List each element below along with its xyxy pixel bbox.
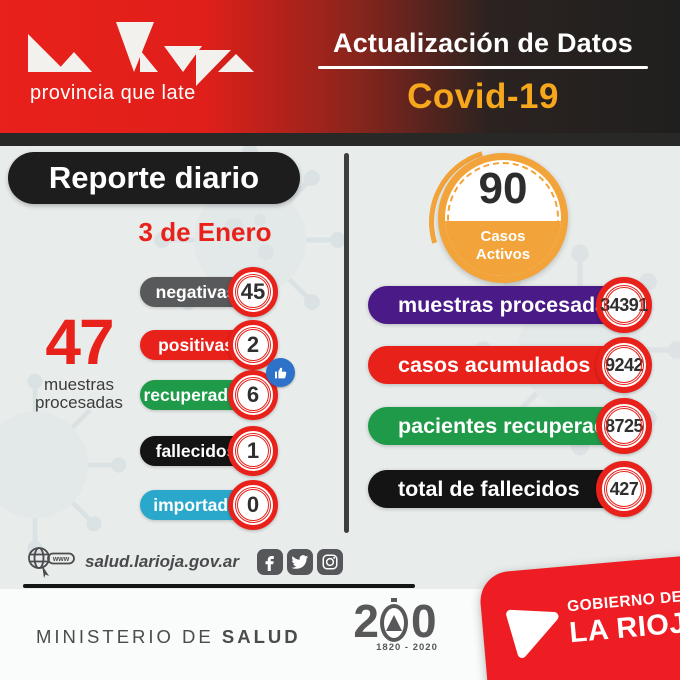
- instagram-icon: [317, 549, 344, 575]
- bicent-digit-0: 0: [411, 595, 437, 647]
- stat-pill: muestras procesadas: [368, 286, 640, 324]
- active-cases-label: Casos Activos: [445, 221, 561, 276]
- thumbs-up-icon: [266, 358, 295, 387]
- government-banner: GOBIERNO DE LA RIOJA: [478, 550, 680, 680]
- stat-row-fallecidos: fallecidos 1: [140, 426, 278, 476]
- stat-row-negativas: negativas 45: [140, 267, 278, 317]
- la-rioja-logo-triangles: [28, 22, 254, 86]
- header-title-block: Actualización de Datos Covid-19: [318, 28, 648, 117]
- bicentennial-years: 1820 - 2020: [376, 642, 438, 653]
- stat-row-casos-acumulados: casos acumulados 9242: [368, 337, 652, 393]
- stat-value: 45: [240, 279, 266, 304]
- page-title: Actualización de Datos: [333, 28, 633, 58]
- header-divider: [0, 133, 680, 146]
- contact-row: www salud.larioja.gov.ar: [27, 545, 344, 579]
- stat-label: importado: [153, 494, 239, 515]
- covid-subtitle: Covid-19: [407, 77, 559, 116]
- stat-value: 427: [609, 478, 639, 499]
- stat-row-positivas: positivas 2: [140, 320, 278, 370]
- daily-report-badge: Reporte diario: [8, 152, 300, 204]
- government-text: GOBIERNO DE LA RIOJA: [566, 586, 680, 650]
- logo-tagline: provincia que late: [30, 82, 196, 104]
- government-logo-triangle-icon: [506, 609, 559, 658]
- active-cases-value: 90: [478, 164, 528, 213]
- ministry-bold: SALUD: [221, 626, 301, 647]
- footer-divider-line: [23, 584, 415, 588]
- stat-label: casos acumulados: [398, 352, 591, 377]
- twitter-icon: [287, 549, 314, 575]
- samples-label-line2: procesadas: [35, 393, 123, 413]
- active-cases-label-line2: Activos: [475, 245, 531, 263]
- ministry-label: MINISTERIO DE SALUD: [36, 626, 301, 648]
- stat-row-muestras-procesadas: muestras procesadas 34391: [368, 277, 652, 333]
- stat-pill: total de fallecidos: [368, 470, 640, 508]
- samples-value: 47: [45, 306, 114, 378]
- stat-value-badge: 427: [596, 461, 652, 517]
- stat-row-pacientes-recuperados: pacientes recuperados 8725: [368, 398, 652, 454]
- facebook-icon: [257, 549, 284, 575]
- active-cases-label-line1: Casos: [480, 228, 526, 246]
- stat-value: 9242: [604, 354, 644, 375]
- stat-value: 34391: [600, 294, 648, 315]
- stat-label: muestras procesadas: [398, 292, 620, 317]
- header-banner: provincia que late Actualización de Dato…: [0, 0, 680, 133]
- samples-label: muestras procesadas: [22, 375, 136, 413]
- stat-label: total de fallecidos: [398, 476, 580, 501]
- stat-pill: casos acumulados: [368, 346, 640, 384]
- active-cases-circle: 90 Casos Activos: [438, 153, 568, 283]
- stat-label: recuperados: [143, 384, 249, 405]
- stat-row-importado: importado 0: [140, 480, 278, 530]
- stat-value-badge: 45: [228, 267, 278, 317]
- stat-value: 8725: [604, 415, 644, 436]
- bicent-digit-2: 2: [353, 595, 379, 647]
- stat-value: 1: [246, 438, 260, 463]
- stat-value: 2: [246, 332, 260, 357]
- stat-pill: pacientes recuperados: [368, 407, 640, 445]
- stat-label: pacientes recuperados: [398, 413, 633, 438]
- stat-value-badge: 9242: [596, 337, 652, 393]
- samples-processed-block: 47 muestras procesadas: [22, 310, 136, 413]
- bicentennial-crest-icon: [380, 598, 408, 642]
- stat-value: 6: [246, 382, 260, 407]
- samples-label-line1: muestras: [44, 375, 114, 394]
- ministry-regular: MINISTERIO DE: [36, 626, 222, 647]
- stat-value-badge: 8725: [596, 398, 652, 454]
- column-divider: [344, 153, 349, 533]
- svg-text:www: www: [52, 556, 70, 563]
- bicentennial-logo: 2 0 1820 - 2020: [342, 597, 446, 653]
- stat-value: 0: [246, 492, 260, 517]
- social-icons: [257, 549, 344, 575]
- la-rioja-logo: [28, 22, 273, 88]
- stat-value-badge: 0: [228, 480, 278, 530]
- stat-label: positivas: [158, 334, 234, 355]
- globe-www-icon: www: [28, 547, 75, 578]
- stat-value-badge: 34391: [596, 277, 652, 333]
- stat-label: negativas: [155, 281, 237, 302]
- report-date: 3 de Enero: [138, 217, 272, 247]
- stat-row-recuperados: recuperados 6: [140, 358, 295, 420]
- title-underline: [318, 66, 648, 69]
- active-cases-badge: 90 Casos Activos: [402, 121, 604, 323]
- stat-row-total-fallecidos: total de fallecidos 427: [368, 461, 652, 517]
- stat-label: fallecidos: [155, 440, 237, 461]
- stat-value-badge: 1: [228, 426, 278, 476]
- website-url: salud.larioja.gov.ar: [85, 552, 240, 571]
